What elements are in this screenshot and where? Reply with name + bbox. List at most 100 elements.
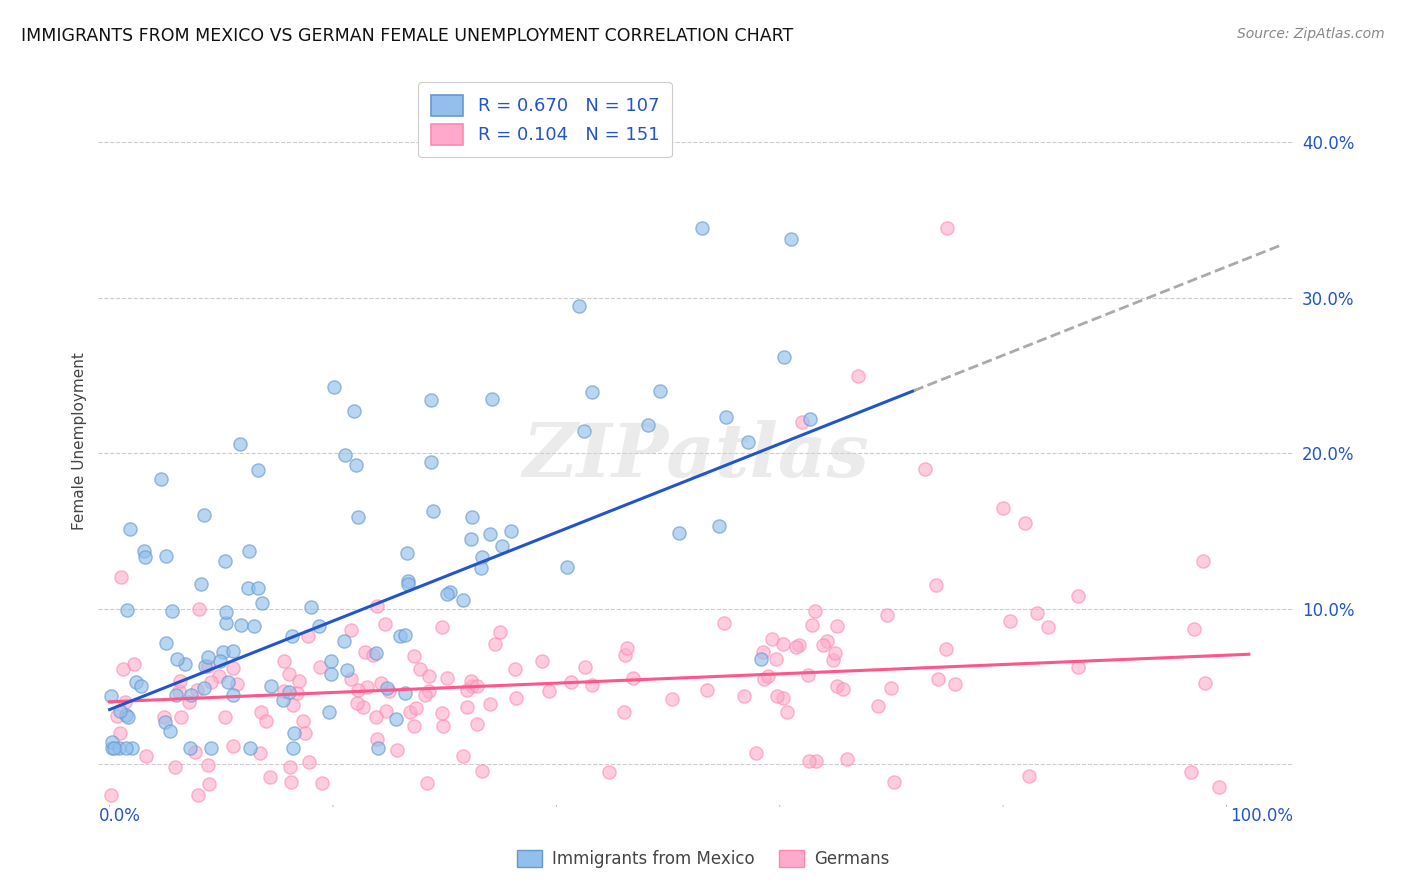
- Point: [134, 549, 156, 564]
- Point: [420, 393, 443, 408]
- Point: [160, 603, 183, 617]
- Point: [811, 638, 834, 652]
- Text: IMMIGRANTS FROM MEXICO VS GERMAN FEMALE UNEMPLOYMENT CORRELATION CHART: IMMIGRANTS FROM MEXICO VS GERMAN FEMALE …: [21, 27, 793, 45]
- Point: [925, 578, 948, 592]
- Point: [250, 596, 273, 610]
- Point: [505, 690, 527, 705]
- Point: [773, 350, 796, 364]
- Point: [287, 673, 309, 688]
- Point: [823, 653, 845, 667]
- Point: [352, 700, 374, 714]
- Point: [167, 684, 190, 698]
- Point: [214, 554, 236, 568]
- Point: [193, 508, 215, 522]
- Point: [489, 624, 512, 639]
- Point: [215, 605, 238, 619]
- Point: [281, 629, 304, 643]
- Point: [752, 673, 775, 687]
- Point: [465, 679, 488, 693]
- Point: [787, 638, 810, 652]
- Point: [409, 662, 432, 676]
- Point: [103, 741, 125, 756]
- Point: [344, 458, 367, 472]
- Point: [574, 660, 596, 674]
- Point: [648, 384, 671, 398]
- Point: [824, 646, 846, 660]
- Point: [399, 706, 422, 720]
- Point: [170, 710, 193, 724]
- Point: [1208, 780, 1230, 794]
- Point: [214, 710, 236, 724]
- Point: [804, 604, 827, 618]
- Point: [209, 654, 232, 668]
- Point: [598, 764, 620, 779]
- Point: [200, 741, 222, 756]
- Point: [280, 774, 302, 789]
- Point: [273, 654, 295, 668]
- Point: [198, 777, 221, 791]
- Point: [110, 726, 132, 740]
- Point: [311, 776, 333, 790]
- Point: [439, 585, 461, 599]
- Point: [572, 424, 595, 438]
- Point: [499, 524, 522, 538]
- Point: [375, 681, 398, 695]
- Point: [115, 708, 138, 723]
- Point: [460, 679, 482, 693]
- Point: [277, 685, 299, 699]
- Point: [229, 617, 252, 632]
- Point: [772, 690, 794, 705]
- Point: [737, 434, 759, 449]
- Point: [155, 549, 177, 564]
- Point: [321, 654, 343, 668]
- Point: [927, 672, 949, 686]
- Point: [281, 698, 304, 713]
- Point: [166, 652, 188, 666]
- Point: [405, 700, 427, 714]
- Point: [420, 455, 443, 469]
- Point: [260, 679, 283, 693]
- Point: [765, 652, 787, 666]
- Point: [945, 677, 967, 691]
- Point: [866, 698, 889, 713]
- Point: [340, 624, 363, 638]
- Point: [1067, 659, 1090, 673]
- Point: [292, 714, 315, 728]
- Text: 0.0%: 0.0%: [98, 807, 141, 825]
- Point: [190, 576, 212, 591]
- Point: [785, 640, 807, 654]
- Point: [101, 735, 124, 749]
- Point: [581, 677, 603, 691]
- Point: [117, 710, 139, 724]
- Point: [187, 788, 209, 802]
- Point: [366, 732, 388, 747]
- Point: [465, 716, 488, 731]
- Point: [581, 384, 603, 399]
- Point: [169, 673, 191, 688]
- Point: [354, 645, 377, 659]
- Point: [364, 709, 387, 723]
- Point: [229, 436, 252, 450]
- Point: [451, 593, 474, 607]
- Point: [222, 739, 245, 754]
- Point: [100, 689, 122, 703]
- Point: [801, 618, 824, 632]
- Point: [115, 603, 138, 617]
- Point: [432, 719, 454, 733]
- Point: [430, 706, 453, 720]
- Point: [935, 642, 957, 657]
- Point: [222, 644, 245, 658]
- Point: [613, 705, 636, 719]
- Point: [238, 544, 260, 558]
- Point: [225, 677, 247, 691]
- Text: ZIPatlas: ZIPatlas: [523, 420, 869, 492]
- Point: [135, 748, 157, 763]
- Point: [254, 714, 277, 728]
- Point: [733, 689, 755, 703]
- Point: [385, 742, 408, 756]
- Point: [197, 649, 219, 664]
- Point: [394, 627, 416, 641]
- Point: [112, 662, 135, 676]
- Point: [560, 675, 582, 690]
- Point: [298, 755, 321, 769]
